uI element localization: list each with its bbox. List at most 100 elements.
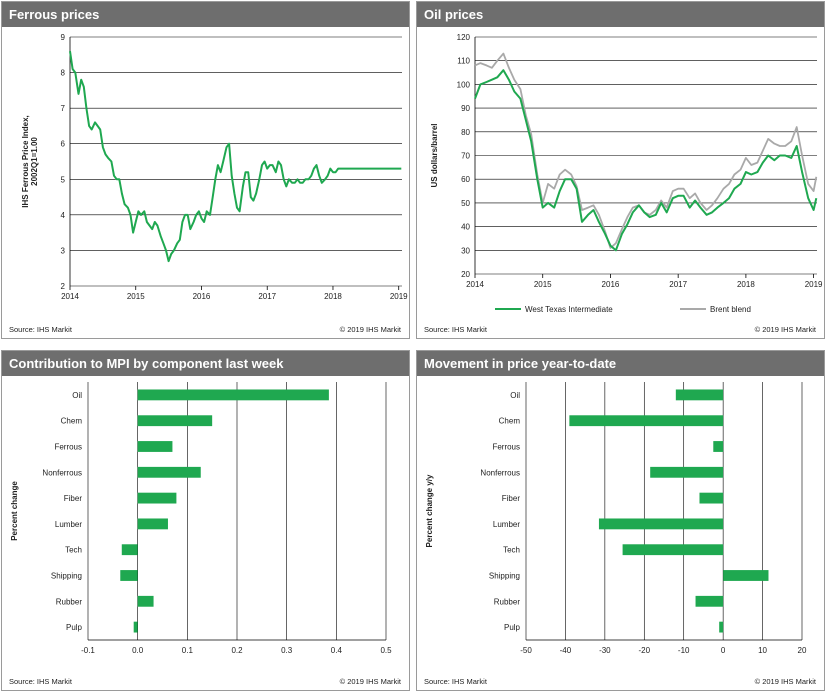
x-tick-label: 2015: [534, 280, 552, 289]
legend-label: West Texas Intermediate: [525, 305, 613, 314]
x-tick-label: 0.0: [132, 646, 144, 655]
bar-pulp: [719, 621, 724, 633]
y-tick-label: 9: [61, 33, 66, 42]
y-tick-label: 60: [461, 175, 470, 184]
ferrous-prices-chart: 2 3 4 5 6 7 8 9 2014 2015 2016 2017 2018 2019 IHS Ferr…: [21, 33, 408, 301]
bar-nonferrous: [137, 466, 201, 478]
bar-pulp: [133, 621, 138, 633]
bar-nonferrous: [650, 466, 724, 478]
source-note: Source: IHS Markit: [9, 325, 72, 334]
bar-shipping: [723, 570, 769, 581]
x-tick-label: -0.1: [81, 646, 95, 655]
category-label: Nonferrous: [42, 468, 82, 477]
x-tick-label: 10: [758, 646, 767, 655]
category-label: Fiber: [502, 494, 521, 503]
x-tick-label: 0.5: [380, 646, 392, 655]
y-tick-label: 4: [61, 211, 66, 220]
y-axis-title: Percent change y/y: [425, 474, 434, 547]
category-label: Oil: [510, 391, 520, 400]
x-tick-label: 2019: [805, 280, 823, 289]
oil-prices-chart: 20 30 40 50 60 70 80 90 100 110 120 2014 2015 2016 201…: [430, 33, 823, 314]
y-tick-label: 80: [461, 128, 470, 137]
x-tick-label: 2019: [390, 292, 408, 301]
x-tick-label: 0.2: [231, 646, 243, 655]
x-tick-label: 2017: [669, 280, 687, 289]
panel-title: Ferrous prices: [2, 2, 409, 27]
x-tick-label: -40: [560, 646, 572, 655]
bar-tech: [121, 544, 138, 556]
bar-rubber: [695, 595, 724, 607]
source-note: Source: IHS Markit: [424, 325, 487, 334]
x-tick-label: 0.1: [182, 646, 194, 655]
category-label: Tech: [65, 546, 82, 555]
category-label: Lumber: [493, 520, 520, 529]
source-note: Source: IHS Markit: [9, 677, 72, 686]
ytd-price-movement-chart: -50 -40 -30 -20 -10 0 10 20 Oil Chem Ferrous Nonfer…: [425, 382, 807, 655]
y-tick-label: 30: [461, 246, 470, 255]
bar-fiber: [137, 492, 177, 504]
y-tick-label: 7: [61, 104, 66, 113]
x-tick-label: 2014: [466, 280, 484, 289]
bar-ferrous: [137, 441, 173, 452]
category-label: Lumber: [55, 520, 82, 529]
x-tick-label: -30: [599, 646, 611, 655]
x-tick-label: 20: [798, 646, 807, 655]
category-label: Oil: [72, 391, 82, 400]
x-tick-label: 2017: [258, 292, 276, 301]
series-line-west-texas-intermediate: [474, 69, 818, 252]
category-label: Tech: [503, 546, 520, 555]
x-tick-label: 0.3: [281, 646, 293, 655]
bar-fiber: [699, 492, 724, 504]
copyright-note: © 2019 IHS Markit: [754, 677, 816, 686]
x-tick-label: -50: [520, 646, 532, 655]
y-tick-label: 100: [457, 80, 471, 89]
bar-oil: [675, 389, 724, 401]
panel-title: Oil prices: [417, 2, 824, 27]
bar-shipping: [120, 570, 138, 581]
x-tick-label: 0: [721, 646, 726, 655]
x-tick-label: -10: [678, 646, 690, 655]
y-tick-label: 90: [461, 104, 470, 113]
bar-chem: [569, 415, 724, 427]
category-label: Nonferrous: [480, 468, 520, 477]
x-tick-label: -20: [639, 646, 651, 655]
bar-ferrous: [713, 441, 724, 452]
y-tick-label: 6: [61, 140, 66, 149]
x-tick-label: 2018: [324, 292, 342, 301]
y-axis-title: 2002Q1=1.00: [30, 137, 39, 186]
category-label: Shipping: [489, 572, 520, 581]
y-tick-label: 20: [461, 270, 470, 279]
series-line-index: [69, 51, 402, 263]
y-tick-label: 40: [461, 223, 470, 232]
panel-title: Contribution to MPI by component last we…: [2, 351, 409, 376]
ferrous-prices-panel: Ferrous prices 2 3 4 5 6 7 8 9 2014 2015 2016 2017 2…: [1, 1, 410, 339]
bar-oil: [137, 389, 329, 401]
y-tick-label: 70: [461, 152, 470, 161]
y-tick-label: 5: [61, 175, 66, 184]
oil-prices-panel: Oil prices 20 30 40 50 60 70 80 90 100 110 120 2014…: [416, 1, 825, 339]
category-label: Ferrous: [492, 443, 520, 452]
series-line-brent-blend: [474, 52, 818, 249]
ytd-price-movement-panel: Movement in price year-to-date -50 -40 -30…: [416, 350, 825, 691]
x-tick-label: 2016: [193, 292, 211, 301]
y-tick-label: 120: [457, 33, 471, 42]
x-tick-label: 2015: [127, 292, 145, 301]
category-label: Ferrous: [54, 443, 82, 452]
legend-label: Brent blend: [710, 305, 751, 314]
source-note: Source: IHS Markit: [424, 677, 487, 686]
mpi-contribution-chart: -0.1 0.0 0.1 0.2 0.3 0.4 0.5 Oil Chem Ferrous Nonf…: [10, 382, 392, 655]
x-tick-label: 2016: [602, 280, 620, 289]
bar-tech: [622, 544, 724, 556]
copyright-note: © 2019 IHS Markit: [754, 325, 816, 334]
mpi-contribution-panel: Contribution to MPI by component last we…: [1, 350, 410, 691]
category-label: Pulp: [66, 623, 83, 632]
y-axis-title: US dollars/barrel: [430, 123, 439, 187]
copyright-note: © 2019 IHS Markit: [339, 677, 401, 686]
x-tick-label: 2018: [737, 280, 755, 289]
category-label: Pulp: [504, 623, 521, 632]
bar-lumber: [137, 518, 168, 530]
y-axis-title: Percent change: [10, 481, 19, 541]
y-tick-label: 8: [61, 69, 66, 78]
y-tick-label: 110: [457, 57, 470, 66]
copyright-note: © 2019 IHS Markit: [339, 325, 401, 334]
